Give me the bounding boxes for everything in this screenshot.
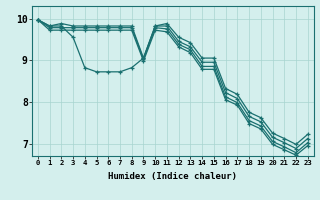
X-axis label: Humidex (Indice chaleur): Humidex (Indice chaleur)	[108, 172, 237, 181]
